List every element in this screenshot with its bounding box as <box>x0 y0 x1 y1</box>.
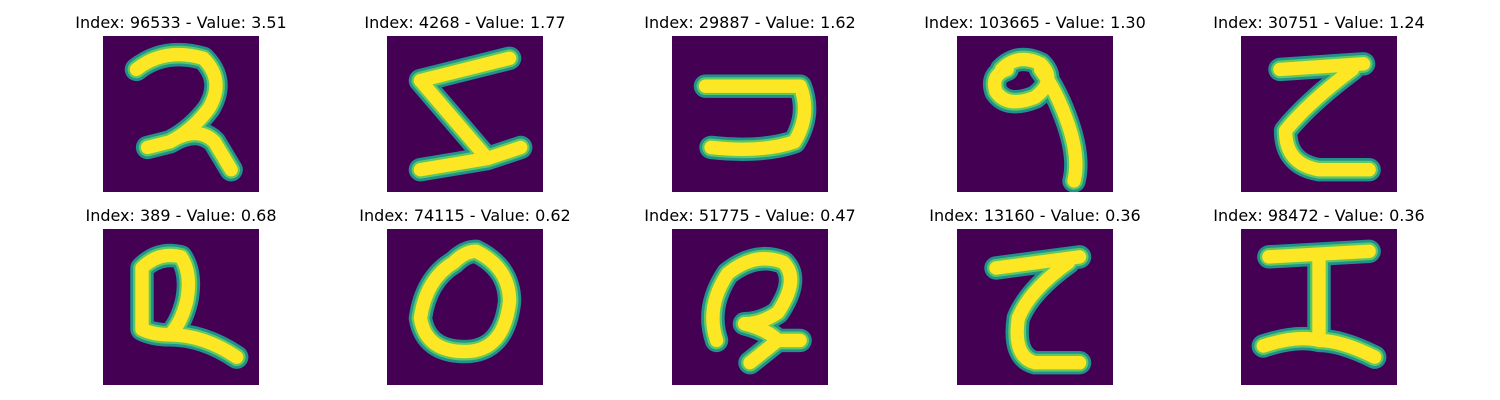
panel-title: Index: 29887 - Value: 1.62 <box>644 13 856 32</box>
digit-image <box>387 229 543 385</box>
digit-image <box>957 36 1113 192</box>
digit-stroke <box>987 52 1083 188</box>
panel-title: Index: 103665 - Value: 1.30 <box>924 13 1146 32</box>
digit-image <box>1241 229 1397 385</box>
digit-image <box>387 36 543 192</box>
panel-title: Index: 13160 - Value: 0.36 <box>929 206 1141 225</box>
digit-stroke <box>129 47 238 177</box>
image-panel: Index: 103665 - Value: 1.30 <box>905 11 1165 201</box>
digit-stroke <box>135 248 244 364</box>
panel-title: Index: 4268 - Value: 1.77 <box>364 13 566 32</box>
panel-title: Index: 30751 - Value: 1.24 <box>1213 13 1425 32</box>
image-panel: Index: 4268 - Value: 1.77 <box>335 11 595 201</box>
digit-stroke <box>413 244 517 359</box>
image-panel: Index: 96533 - Value: 3.51 <box>51 11 311 201</box>
digit-stroke <box>698 79 812 156</box>
image-panel: Index: 74115 - Value: 0.62 <box>335 204 595 394</box>
panel-title: Index: 389 - Value: 0.68 <box>85 206 277 225</box>
digit-stroke <box>989 250 1087 370</box>
digit-image <box>103 229 259 385</box>
image-panel: Index: 51775 - Value: 0.47 <box>620 204 880 394</box>
image-panel: Index: 389 - Value: 0.68 <box>51 204 311 394</box>
digit-image <box>672 229 828 385</box>
digit-stroke <box>1273 57 1376 177</box>
panel-title: Index: 51775 - Value: 0.47 <box>644 206 856 225</box>
panel-title: Index: 74115 - Value: 0.62 <box>359 206 571 225</box>
digit-stroke <box>1256 244 1382 364</box>
panel-title: Index: 98472 - Value: 0.36 <box>1213 206 1425 225</box>
image-panel: Index: 98472 - Value: 0.36 <box>1189 204 1449 394</box>
digit-image <box>957 229 1113 385</box>
panel-title: Index: 96533 - Value: 3.51 <box>75 13 287 32</box>
image-panel: Index: 13160 - Value: 0.36 <box>905 204 1165 394</box>
image-panel: Index: 30751 - Value: 1.24 <box>1189 11 1449 201</box>
digit-stroke <box>413 51 528 177</box>
digit-image <box>1241 36 1397 192</box>
image-panel: Index: 29887 - Value: 1.62 <box>620 11 880 201</box>
digit-image <box>103 36 259 192</box>
digit-image <box>672 36 828 192</box>
digit-stroke <box>706 252 807 370</box>
